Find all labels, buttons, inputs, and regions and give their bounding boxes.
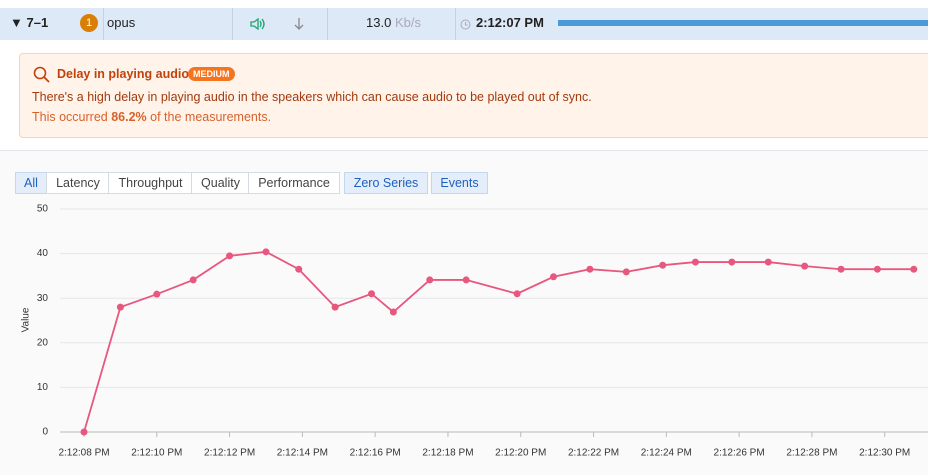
data-point: [226, 252, 234, 260]
divider: [0, 150, 928, 151]
data-point: [295, 265, 303, 273]
divider: [455, 8, 456, 40]
x-tick-label: 2:12:18 PM: [422, 448, 473, 459]
toggle[interactable]: Zero Series: [344, 172, 428, 194]
tab[interactable]: Latency: [46, 172, 110, 194]
alert: Delay in playing audio MEDIUM There's a …: [19, 53, 928, 138]
expander[interactable]: ▼ 7–1: [10, 15, 49, 30]
data-point: [153, 290, 161, 298]
codec: opus: [107, 15, 136, 30]
chart-panel: [0, 151, 928, 475]
x-tick-label: 2:12:30 PM: [859, 448, 910, 459]
x-tick-label: 2:12:28 PM: [786, 448, 837, 459]
series-line: [83, 250, 914, 433]
alert-title: Delay in playing audio: [57, 67, 189, 81]
y-axis-label: Value: [21, 307, 32, 332]
x-tick-label: 2:12:16 PM: [350, 448, 401, 459]
data-point: [550, 273, 558, 281]
data-point: [622, 268, 630, 276]
data-point: [426, 276, 434, 284]
divider: [103, 8, 104, 40]
data-point: [262, 248, 270, 256]
severity-badge: MEDIUM: [188, 67, 235, 81]
tab[interactable]: All: [15, 172, 47, 194]
progress-bar: [558, 20, 928, 26]
x-tick-label: 2:12:22 PM: [568, 448, 619, 459]
y-tick-label: 50: [37, 204, 49, 215]
data-point: [586, 265, 594, 273]
data-point: [873, 265, 881, 273]
data-point: [389, 308, 397, 316]
x-tick-label: 2:12:24 PM: [641, 448, 692, 459]
time: 2:12:07 PM: [476, 15, 544, 30]
tab[interactable]: Performance: [248, 172, 340, 194]
x-tick-label: 2:12:10 PM: [131, 448, 182, 459]
tab[interactable]: Throughput: [108, 172, 193, 194]
y-tick-label: 40: [37, 248, 49, 259]
alert-occurrence: This occurred 86.2% of the measurements.: [32, 110, 271, 124]
bitrate-unit: Kb/s: [394, 15, 421, 30]
x-tick-label: 2:12:20 PM: [495, 448, 546, 459]
badge: 1: [80, 14, 98, 32]
x-tick-label: 2:12:08 PM: [58, 448, 109, 459]
data-point: [462, 276, 470, 284]
y-tick-label: 20: [37, 337, 49, 348]
stream-row[interactable]: ▼ 7–1 1 opus 13.0 Kb/s 2:12:07 PM: [0, 8, 928, 40]
data-point: [80, 428, 88, 436]
divider: [327, 8, 328, 40]
y-tick-label: 10: [37, 382, 49, 393]
y-tick-label: 0: [42, 427, 48, 438]
clock-icon: [460, 19, 471, 30]
data-point: [764, 258, 772, 266]
data-point: [331, 303, 339, 311]
data-point: [368, 290, 376, 298]
x-tick-label: 2:12:14 PM: [277, 448, 328, 459]
divider: [232, 8, 233, 40]
occurrence-suffix: of the measurements.: [150, 110, 272, 124]
data-point: [691, 258, 699, 266]
y-tick-label: 30: [37, 293, 49, 304]
data-point: [910, 265, 918, 273]
x-tick-label: 2:12:26 PM: [714, 448, 765, 459]
tab[interactable]: Quality: [191, 172, 250, 194]
occurrence-prefix: This occurred: [32, 110, 108, 124]
download-icon[interactable]: [292, 16, 306, 48]
x-tick-label: 2:12:12 PM: [204, 448, 255, 459]
chart: 0 10 20 30 40 50 2:12:08 PM 2:12:10 PM 2:12:12 P…: [21, 204, 928, 459]
speaker-icon: [250, 17, 265, 31]
data-point: [801, 262, 809, 270]
data-point: [728, 258, 736, 266]
alert-description: There's a high delay in playing audio in…: [32, 90, 592, 104]
bitrate: 13.0 Kb/s: [366, 8, 421, 40]
occurrence-value: 86.2%: [111, 110, 147, 124]
data-point: [116, 303, 124, 311]
data-point: [659, 261, 667, 269]
toggle[interactable]: Events: [431, 172, 488, 194]
data-point: [189, 276, 197, 284]
search-icon: [33, 66, 50, 83]
data-point: [837, 265, 845, 273]
bitrate-value: 13.0: [366, 15, 392, 30]
data-point: [513, 290, 521, 298]
